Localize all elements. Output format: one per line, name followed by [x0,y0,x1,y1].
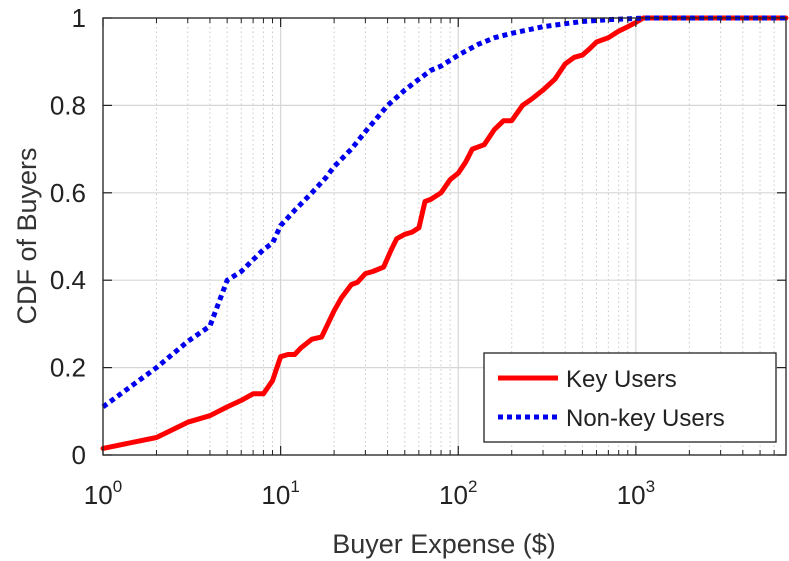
series-layer [100,15,789,451]
series-line-key-users [100,15,789,451]
legend-box [483,352,777,443]
y-tick-label: 0.8 [50,90,86,120]
y-axis-label: CDF of Buyers [12,147,42,324]
y-tick-labels: 0 0.2 0.4 0.6 0.8 1 [50,3,86,470]
x-tick-label: 100 [84,477,122,510]
y-tick-label: 0.4 [50,265,86,295]
x-axis-label: Buyer Expense ($) [332,529,556,559]
legend: Key Users Non-key Users [483,352,777,443]
y-tick-label: 0 [72,440,86,470]
x-tick-labels: 100 101 102 103 [84,477,655,510]
plot-frame [102,17,787,456]
y-tick-label: 1 [72,3,86,33]
x-tick-label: 102 [439,477,477,510]
y-tick-label: 0.2 [50,353,86,383]
series-line-non-key-users [101,15,786,409]
y-tick-label: 0.6 [50,178,86,208]
legend-label-non-key-users: Non-key Users [566,405,725,432]
x-tick-label: 101 [261,477,299,510]
legend-label-key-users: Key Users [566,366,677,393]
x-tick-label: 103 [617,477,655,510]
axis-ticks [102,17,787,456]
